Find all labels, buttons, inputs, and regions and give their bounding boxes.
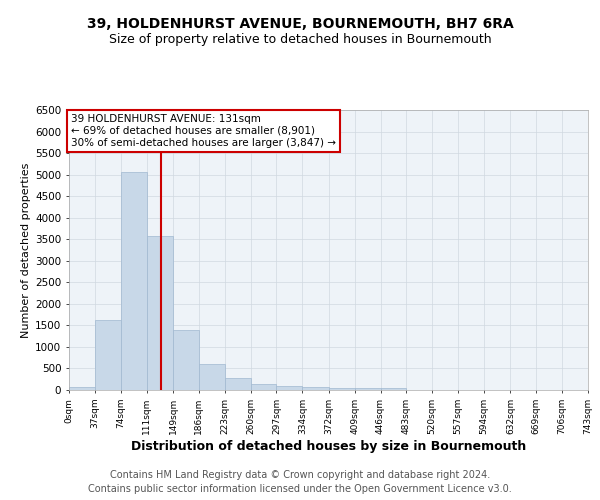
Bar — [355, 388, 380, 390]
X-axis label: Distribution of detached houses by size in Bournemouth: Distribution of detached houses by size … — [131, 440, 526, 452]
Bar — [302, 388, 329, 390]
Bar — [251, 384, 277, 390]
Bar — [121, 172, 146, 390]
Bar — [380, 388, 406, 390]
Bar — [329, 388, 355, 390]
Bar — [173, 330, 199, 390]
Bar — [146, 236, 173, 390]
Bar — [277, 386, 302, 390]
Text: Contains HM Land Registry data © Crown copyright and database right 2024.
Contai: Contains HM Land Registry data © Crown c… — [88, 470, 512, 494]
Bar — [199, 364, 225, 390]
Bar — [225, 378, 251, 390]
Text: 39 HOLDENHURST AVENUE: 131sqm
← 69% of detached houses are smaller (8,901)
30% o: 39 HOLDENHURST AVENUE: 131sqm ← 69% of d… — [71, 114, 336, 148]
Bar — [69, 387, 95, 390]
Bar — [95, 320, 121, 390]
Text: 39, HOLDENHURST AVENUE, BOURNEMOUTH, BH7 6RA: 39, HOLDENHURST AVENUE, BOURNEMOUTH, BH7… — [86, 18, 514, 32]
Y-axis label: Number of detached properties: Number of detached properties — [21, 162, 31, 338]
Text: Size of property relative to detached houses in Bournemouth: Size of property relative to detached ho… — [109, 32, 491, 46]
